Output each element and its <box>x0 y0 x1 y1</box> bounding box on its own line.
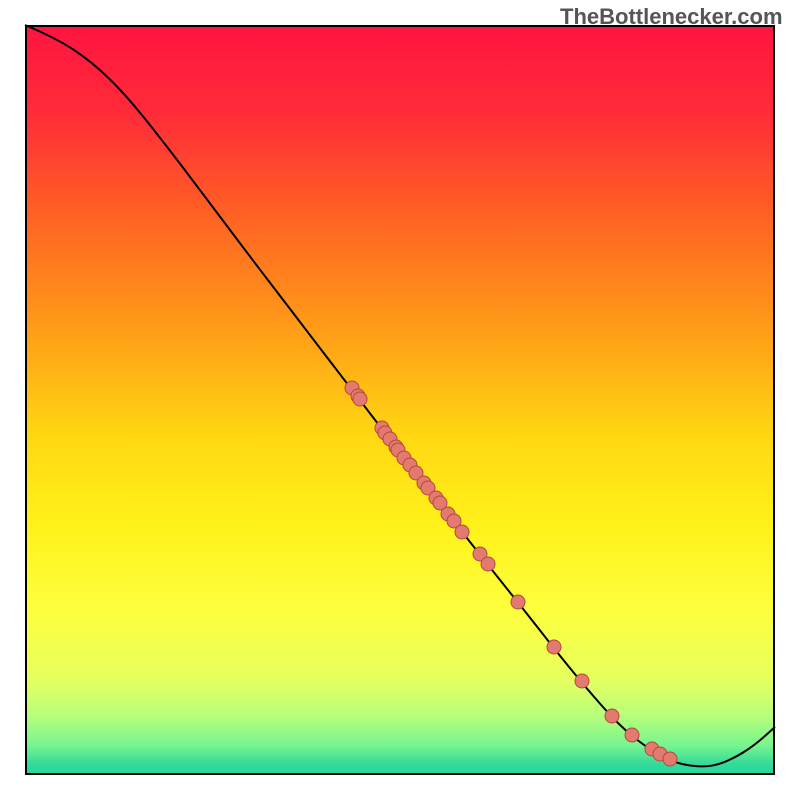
watermark-text: TheBottlenecker.com <box>560 4 783 30</box>
chart-container: TheBottlenecker.com <box>0 0 800 800</box>
gradient-background <box>0 0 800 800</box>
